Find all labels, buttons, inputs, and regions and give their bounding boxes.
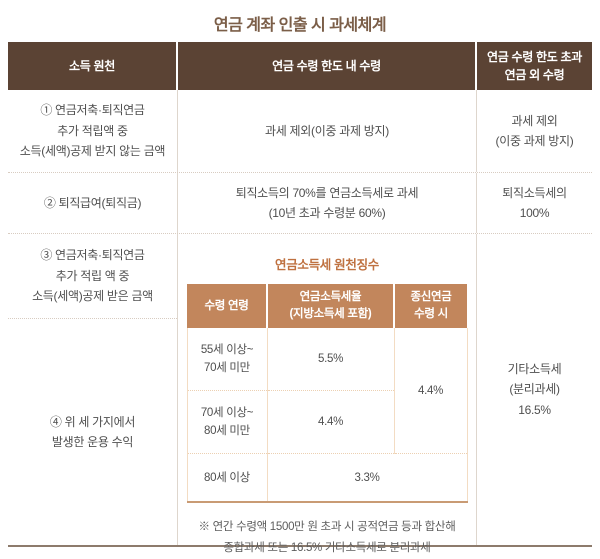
row3-source-b: ④ 위 세 가지에서 발생한 운용 수익 xyxy=(49,414,136,449)
age-cell: 70세 이상~ 80세 미만 xyxy=(186,390,268,455)
table-row-1: ① 연금저축·퇴직연금 추가 적립액 중 소득(세액)공제 받지 않는 금액 과… xyxy=(8,90,592,172)
row2-source: ② 퇴직급여(퇴직금) xyxy=(8,173,178,233)
lifetime-rate-cell: 4.4% xyxy=(393,328,468,455)
withholding-row-80-plus: 80세 이상 3.3% xyxy=(186,453,468,504)
table-row-2: ② 퇴직급여(퇴직금) 퇴직소득의 70%를 연금소득세로 과세 (10년 초과… xyxy=(8,172,592,233)
row3-over-limit: 기타소득세 (분리과세) 16.5% xyxy=(507,361,562,417)
row2-over-limit: 퇴직소득세의 100% xyxy=(502,185,567,220)
header-within-limit: 연금 수령 한도 내 수령 xyxy=(178,42,477,90)
withholding-rate-table: 수령 연령 연금소득세율 (지방소득세 포함) 종신연금 수령 시 55세 이상… xyxy=(186,284,468,504)
withholding-header-rate: 연금소득세율 (지방소득세 포함) xyxy=(266,284,394,329)
rate-cell: 4.4% xyxy=(266,390,395,455)
withholding-footnote: ※ 연간 수령액 1500만 원 초과 시 공적연금 등과 합산해 종합과세 또… xyxy=(198,521,456,554)
row1-over-limit: 과세 제외 (이중 과제 방지) xyxy=(495,113,574,148)
header-income-source: 소득 원천 xyxy=(8,42,178,90)
row1-within-limit: 과세 제외(이중 과제 방지) xyxy=(178,90,477,172)
withholding-header-age: 수령 연령 xyxy=(187,284,267,329)
rate-cell: 5.5% xyxy=(266,328,395,392)
age-cell: 80세 이상 xyxy=(186,453,268,504)
table-body: ① 연금저축·퇴직연금 추가 적립액 중 소득(세액)공제 받지 않는 금액 과… xyxy=(8,90,592,554)
withholding-row-70-80: 70세 이상~ 80세 미만 4.4% xyxy=(186,390,467,455)
withholding-header-row: 수령 연령 연금소득세율 (지방소득세 포함) 종신연금 수령 시 xyxy=(187,284,467,329)
row3-source-a: ③ 연금저축·퇴직연금 추가 적립 액 중 소득(세액)공제 받은 금액 xyxy=(8,234,177,319)
withholding-header-lifetime: 종신연금 수령 시 xyxy=(393,284,467,329)
tax-table: 소득 원천 연금 수령 한도 내 수령 연금 수령 한도 초과 연금 외 수령 … xyxy=(8,42,592,554)
row1-source: ① 연금저축·퇴직연금 추가 적립액 중 소득(세액)공제 받지 않는 금액 xyxy=(8,90,178,172)
rate-cell: 3.3% xyxy=(266,453,468,504)
row2-within-limit: 퇴직소득의 70%를 연금소득세로 과세 (10년 초과 수령분 60%) xyxy=(178,173,477,233)
row3-source-column: ③ 연금저축·퇴직연금 추가 적립 액 중 소득(세액)공제 받은 금액 ④ 위… xyxy=(8,234,178,545)
age-cell: 55세 이상~ 70세 미만 xyxy=(186,328,268,392)
table-row-3: ③ 연금저축·퇴직연금 추가 적립 액 중 소득(세액)공제 받은 금액 ④ 위… xyxy=(8,233,592,554)
withholding-row-55-70: 55세 이상~ 70세 미만 5.5% 4.4% xyxy=(186,328,468,455)
page-title: 연금 계좌 인출 시 과세체계 xyxy=(213,17,387,34)
row3-within-limit-panel: 연금소득세 원천징수 수령 연령 연금소득세율 (지방소득세 포함) 종신연금 … xyxy=(178,234,477,554)
withholding-table-title: 연금소득세 원천징수 xyxy=(275,258,379,272)
header-over-limit: 연금 수령 한도 초과 연금 외 수령 xyxy=(477,42,592,90)
table-header-row: 소득 원천 연금 수령 한도 내 수령 연금 수령 한도 초과 연금 외 수령 xyxy=(8,42,592,90)
